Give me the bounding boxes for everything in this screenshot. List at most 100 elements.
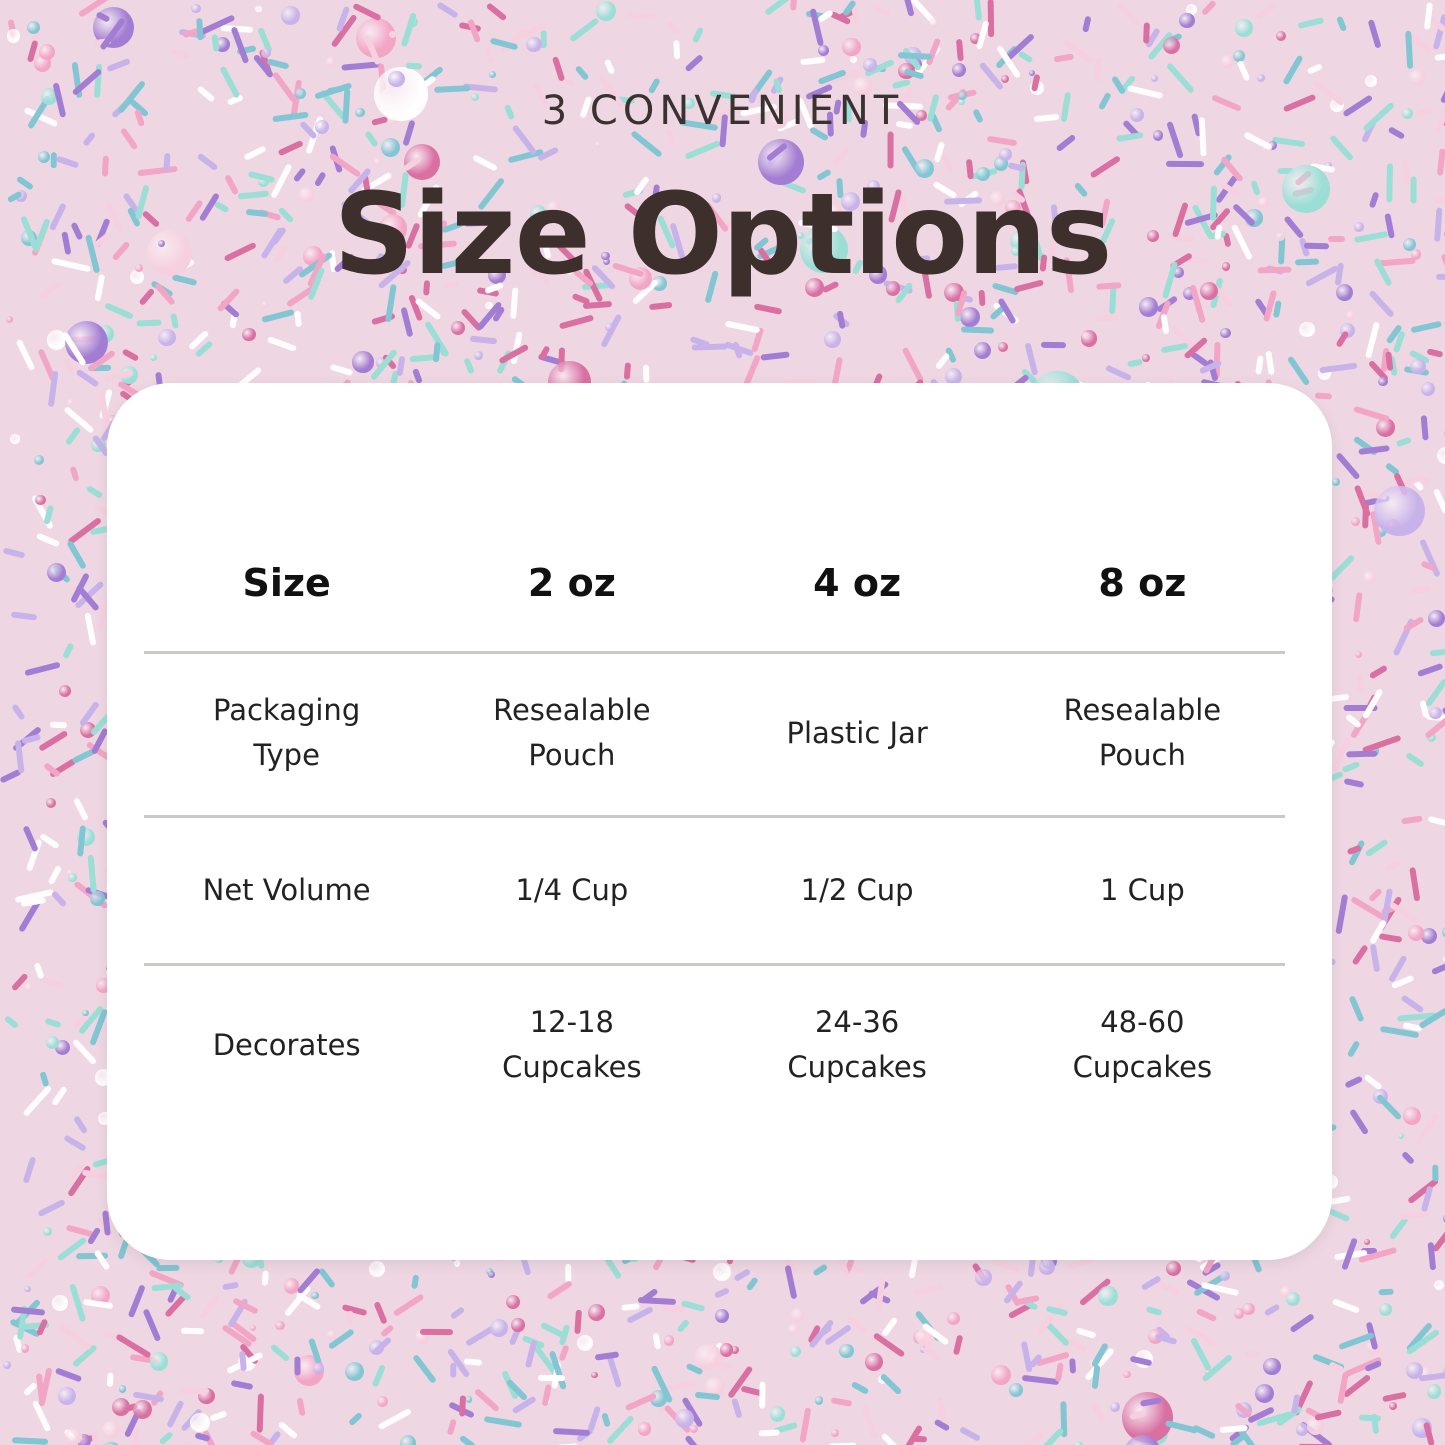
sprinkle — [1295, 1423, 1309, 1436]
sprinkle — [474, 351, 483, 360]
sprinkle — [1165, 1260, 1182, 1277]
table-cell: 1/2 Cup — [800, 873, 914, 907]
sprinkle — [275, 1320, 286, 1331]
sprinkle — [958, 91, 968, 101]
sprinkle — [1442, 1364, 1445, 1376]
sprinkle — [959, 307, 980, 327]
sprinkle — [769, 1406, 786, 1422]
sprinkle — [852, 76, 873, 97]
sprinkle — [1141, 353, 1150, 362]
sprinkle — [1152, 130, 1164, 142]
sprinkle — [929, 18, 940, 29]
sprinkle — [76, 1433, 91, 1445]
sprinkle — [506, 1294, 521, 1310]
sprinkle — [1098, 1286, 1118, 1306]
sprinkle — [1009, 1382, 1024, 1398]
sprinkle — [1280, 1286, 1292, 1298]
sprinkle — [595, 1, 616, 22]
sprinkle — [1009, 231, 1029, 250]
sprinkle — [1402, 1106, 1421, 1125]
sprinkle — [637, 1422, 652, 1436]
sprinkle — [485, 301, 493, 310]
divider — [144, 651, 1285, 654]
sprinkle — [885, 281, 900, 296]
table-cell: 24-36 Cupcakes — [787, 1005, 927, 1084]
sprinkle — [1179, 12, 1195, 29]
sprinkle — [800, 225, 848, 274]
sprinkle — [714, 1309, 729, 1324]
sprinkle — [294, 87, 306, 99]
sprinkle — [1234, 19, 1253, 38]
sprinkle — [1397, 1132, 1404, 1139]
sprinkle — [24, 983, 34, 992]
sprinkle — [1420, 382, 1435, 397]
sprinkle — [1254, 1383, 1275, 1404]
sprinkle — [314, 120, 329, 135]
sprinkle — [1185, 3, 1198, 16]
sprinkle — [241, 327, 256, 342]
sprinkle — [24, 1285, 31, 1293]
sprinkle — [797, 232, 805, 239]
sprinkle — [787, 1323, 800, 1336]
sprinkle — [947, 1311, 961, 1325]
sprinkle — [944, 367, 962, 385]
sprinkle — [283, 1277, 300, 1294]
sprinkle — [530, 205, 547, 222]
divider — [144, 963, 1285, 966]
divider — [144, 815, 1285, 818]
sprinkle — [1402, 108, 1414, 120]
sprinkle — [1220, 327, 1231, 338]
sprinkle — [46, 330, 67, 350]
sprinkle — [975, 167, 990, 182]
table-row: Net Volume 1/4 Cup 1/2 Cup 1 Cup — [144, 833, 1285, 948]
sprinkle — [719, 1343, 734, 1357]
sprinkle — [1420, 927, 1437, 944]
sprinkle — [690, 1424, 699, 1433]
sprinkle — [804, 278, 824, 298]
page-title: Size Options — [333, 170, 1113, 300]
sprinkle — [839, 1344, 854, 1359]
sprinkle — [66, 399, 75, 407]
sprinkle — [997, 342, 1008, 353]
sprinkle — [817, 45, 829, 57]
sprinkle — [958, 98, 965, 106]
sprinkle — [1427, 732, 1437, 742]
sprinkle — [6, 315, 13, 323]
sprinkle — [1406, 1361, 1423, 1379]
sprinkle — [969, 33, 981, 45]
sprinkle — [1353, 222, 1364, 232]
sprinkle — [990, 1365, 1011, 1386]
sprinkle — [1363, 570, 1377, 585]
sprinkle — [672, 262, 683, 273]
eyebrow-text: 3 CONVENIENT — [541, 88, 904, 134]
sprinkle — [46, 798, 57, 809]
sprinkle — [6, 29, 21, 43]
sprinkle — [1263, 1357, 1281, 1376]
sprinkle — [1275, 232, 1285, 242]
sprinkle — [1363, 1239, 1370, 1246]
sprinkle — [675, 1408, 695, 1428]
sprinkle — [27, 21, 41, 35]
sprinkle — [261, 300, 268, 307]
sprinkle — [1150, 74, 1159, 83]
sprinkle — [1332, 477, 1341, 487]
sprinkle — [101, 1441, 121, 1445]
sprinkle — [101, 1420, 121, 1440]
sprinkle — [378, 214, 408, 243]
sprinkle — [46, 1036, 60, 1050]
sprinkle — [849, 56, 858, 64]
sprinkle — [1378, 1302, 1393, 1317]
sprinkle — [260, 47, 272, 58]
sprinkle — [82, 1009, 89, 1017]
sprinkle — [594, 140, 601, 147]
sprinkle — [1426, 1384, 1442, 1399]
sprinkle — [705, 1377, 725, 1397]
sprinkle — [311, 1291, 319, 1300]
sprinkle — [465, 1396, 473, 1403]
table-row: Decorates 12-18 Cupcakes 24-36 Cupcakes … — [144, 980, 1285, 1110]
sprinkle — [1275, 30, 1286, 41]
sprinkle — [369, 1260, 386, 1277]
sprinkle — [588, 1303, 606, 1321]
sprinkle — [1410, 249, 1422, 261]
sprinkle — [730, 1346, 739, 1354]
